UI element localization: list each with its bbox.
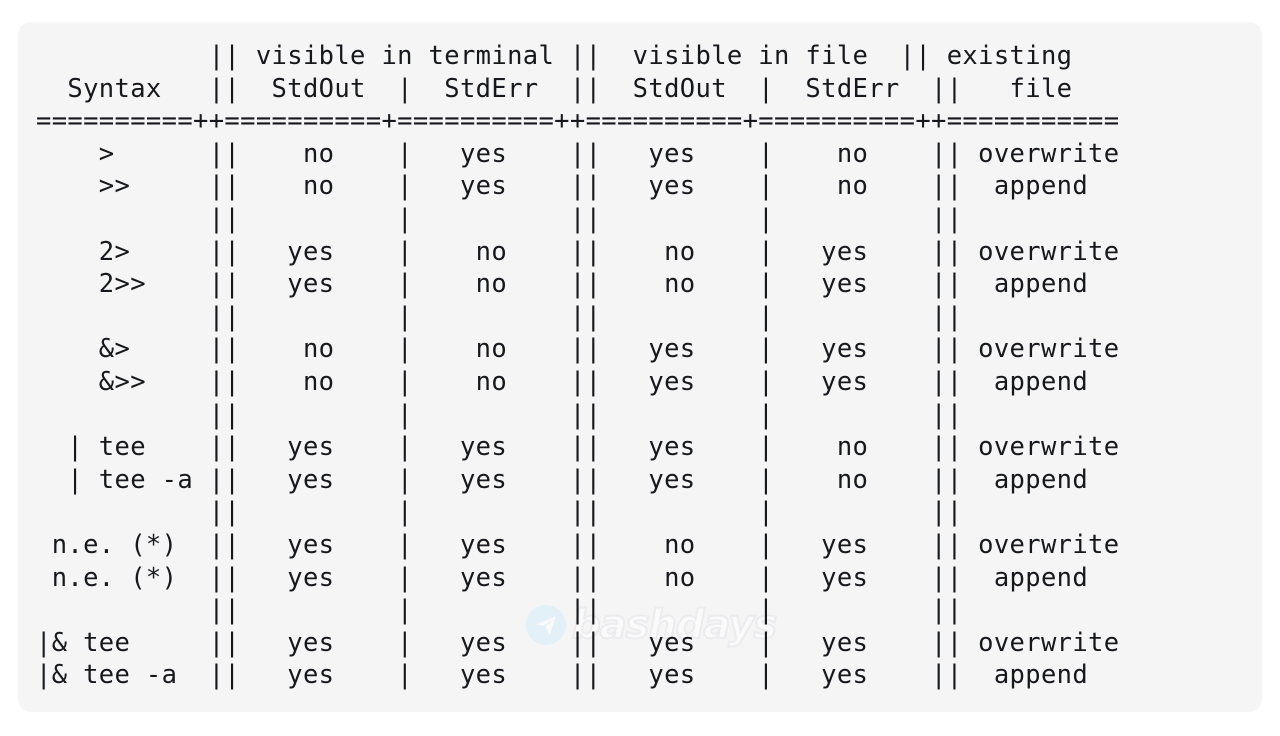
table-card: bashdays || visible in terminal || visib…: [18, 22, 1262, 712]
bash-redirection-table: || visible in terminal || visible in fil…: [36, 41, 1120, 691]
